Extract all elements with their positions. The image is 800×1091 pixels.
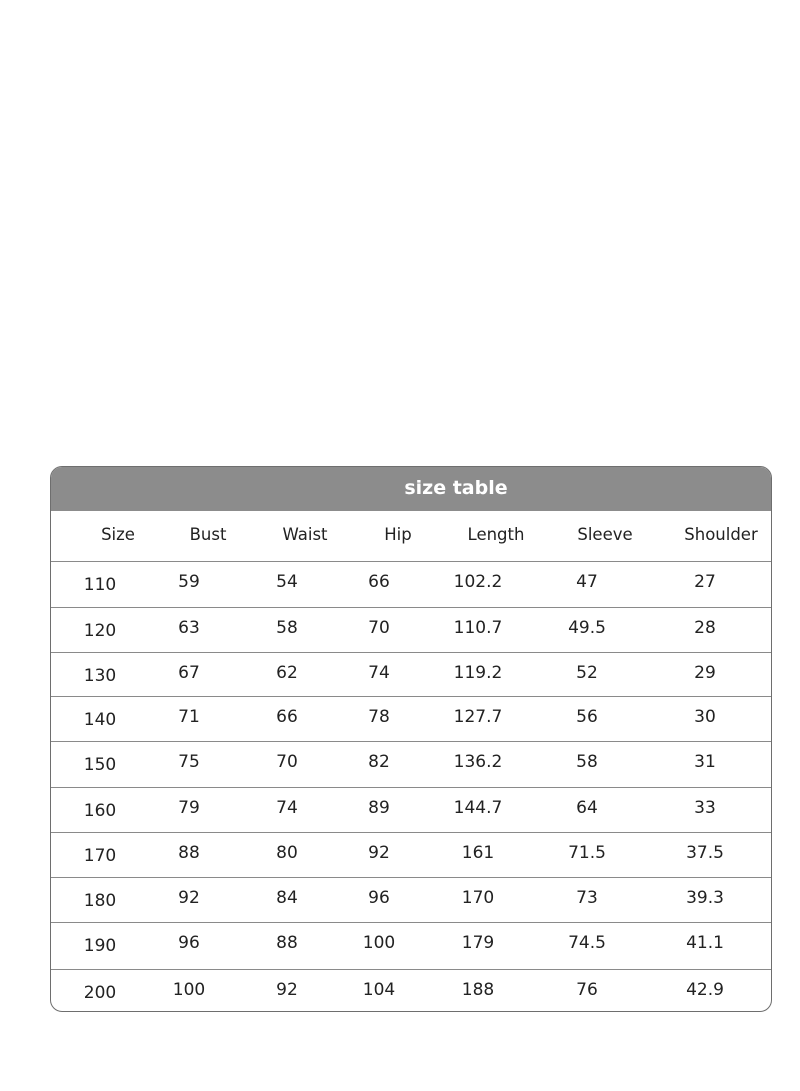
cell-waist: 54 <box>276 572 298 592</box>
cell-waist: 92 <box>276 980 298 1000</box>
column-header-row: Size Bust Waist Hip Length Sleeve Shoulder <box>51 511 771 562</box>
cell-hip: 82 <box>368 752 390 772</box>
cell-size: 180 <box>83 891 117 911</box>
cell-sleeve: 49.5 <box>568 618 606 638</box>
cell-bust: 88 <box>178 843 200 863</box>
cell-hip: 70 <box>368 618 390 638</box>
cell-length: 136.2 <box>453 752 503 772</box>
cell-hip: 104 <box>362 980 396 1000</box>
cell-waist: 58 <box>276 618 298 638</box>
table-title-bar: size table <box>51 467 771 511</box>
column-header-length: Length <box>467 525 525 544</box>
cell-shoulder: 33 <box>694 798 716 818</box>
cell-length: 179 <box>461 933 495 953</box>
cell-waist: 62 <box>276 663 298 683</box>
cell-length: 119.2 <box>453 663 503 683</box>
cell-size: 140 <box>83 710 117 730</box>
cell-shoulder: 41.1 <box>686 933 724 953</box>
cell-size: 150 <box>83 755 117 775</box>
cell-hip: 96 <box>368 888 390 908</box>
cell-size: 170 <box>83 846 117 866</box>
cell-bust: 79 <box>178 798 200 818</box>
table-title: size table <box>404 477 508 499</box>
column-header-hip: Hip <box>384 525 412 544</box>
cell-sleeve: 74.5 <box>568 933 606 953</box>
cell-bust: 100 <box>172 980 206 1000</box>
cell-sleeve: 58 <box>576 752 598 772</box>
cell-sleeve: 71.5 <box>568 843 606 863</box>
table-row: 180 92 84 96 170 73 39.3 <box>51 878 771 923</box>
cell-length: 161 <box>461 843 495 863</box>
cell-sleeve: 52 <box>576 663 598 683</box>
cell-shoulder: 42.9 <box>686 980 724 1000</box>
cell-bust: 92 <box>178 888 200 908</box>
cell-waist: 66 <box>276 707 298 727</box>
cell-sleeve: 73 <box>576 888 598 908</box>
cell-hip: 66 <box>368 572 390 592</box>
cell-size: 120 <box>83 621 117 641</box>
cell-size: 130 <box>83 666 117 686</box>
cell-bust: 67 <box>178 663 200 683</box>
cell-waist: 70 <box>276 752 298 772</box>
column-header-sleeve: Sleeve <box>577 525 633 544</box>
cell-sleeve: 64 <box>576 798 598 818</box>
table-row: 160 79 74 89 144.7 64 33 <box>51 788 771 833</box>
size-table: size table Size Bust Waist Hip Length Sleeve S… <box>50 466 772 1012</box>
cell-bust: 96 <box>178 933 200 953</box>
cell-bust: 59 <box>178 572 200 592</box>
table-row: 150 75 70 82 136.2 58 31 <box>51 742 771 788</box>
cell-length: 127.7 <box>453 707 503 727</box>
column-header-waist: Waist <box>282 525 328 544</box>
table-row: 200 100 92 104 188 76 42.9 <box>51 970 771 1011</box>
cell-sleeve: 56 <box>576 707 598 727</box>
cell-hip: 74 <box>368 663 390 683</box>
cell-shoulder: 31 <box>694 752 716 772</box>
cell-length: 102.2 <box>453 572 503 592</box>
column-header-size: Size <box>101 525 135 544</box>
cell-waist: 84 <box>276 888 298 908</box>
table-row: 170 88 80 92 161 71.5 37.5 <box>51 833 771 878</box>
cell-size: 110 <box>83 575 117 595</box>
cell-waist: 74 <box>276 798 298 818</box>
cell-shoulder: 28 <box>694 618 716 638</box>
cell-shoulder: 39.3 <box>686 888 724 908</box>
cell-size: 190 <box>83 936 117 956</box>
table-row: 130 67 62 74 119.2 52 29 <box>51 653 771 697</box>
cell-sleeve: 47 <box>576 572 598 592</box>
cell-hip: 89 <box>368 798 390 818</box>
cell-length: 144.7 <box>453 798 503 818</box>
cell-waist: 88 <box>276 933 298 953</box>
cell-shoulder: 29 <box>694 663 716 683</box>
cell-shoulder: 37.5 <box>686 843 724 863</box>
cell-bust: 75 <box>178 752 200 772</box>
column-header-shoulder: Shoulder <box>684 525 758 544</box>
cell-hip: 100 <box>362 933 396 953</box>
cell-waist: 80 <box>276 843 298 863</box>
table-row: 190 96 88 100 179 74.5 41.1 <box>51 923 771 970</box>
cell-length: 170 <box>461 888 495 908</box>
cell-length: 188 <box>461 980 495 1000</box>
cell-shoulder: 30 <box>694 707 716 727</box>
cell-size: 160 <box>83 801 117 821</box>
table-row: 110 59 54 66 102.2 47 27 <box>51 562 771 608</box>
table-row: 140 71 66 78 127.7 56 30 <box>51 697 771 742</box>
table-row: 120 63 58 70 110.7 49.5 28 <box>51 608 771 653</box>
cell-bust: 63 <box>178 618 200 638</box>
cell-hip: 92 <box>368 843 390 863</box>
cell-bust: 71 <box>178 707 200 727</box>
cell-size: 200 <box>83 983 117 1003</box>
cell-shoulder: 27 <box>694 572 716 592</box>
cell-length: 110.7 <box>453 618 503 638</box>
cell-hip: 78 <box>368 707 390 727</box>
cell-sleeve: 76 <box>576 980 598 1000</box>
column-header-bust: Bust <box>189 525 227 544</box>
